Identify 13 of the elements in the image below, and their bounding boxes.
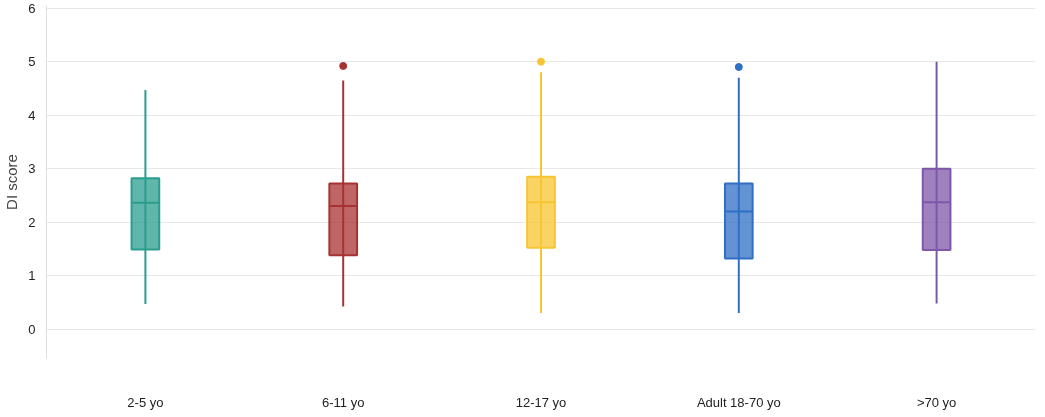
x-tick-label: 2-5 yo [127, 394, 164, 410]
x-tick-label: >70 yo [916, 394, 957, 410]
y-tick-label: 1 [28, 268, 36, 284]
y-tick-label: 0 [28, 321, 36, 337]
y-axis-title: DI score [3, 154, 21, 210]
y-tick-label: 3 [28, 161, 36, 177]
y-tick-label: 6 [28, 0, 36, 16]
x-tick-label: 6-11 yo [322, 394, 365, 410]
y-tick-label: 2 [28, 214, 36, 230]
y-tick-label: 5 [28, 54, 36, 70]
y-tick-label: 4 [28, 107, 36, 123]
x-tick-label: 12-17 yo [515, 394, 567, 410]
x-tick-label: Adult 18-70 yo [696, 394, 781, 410]
